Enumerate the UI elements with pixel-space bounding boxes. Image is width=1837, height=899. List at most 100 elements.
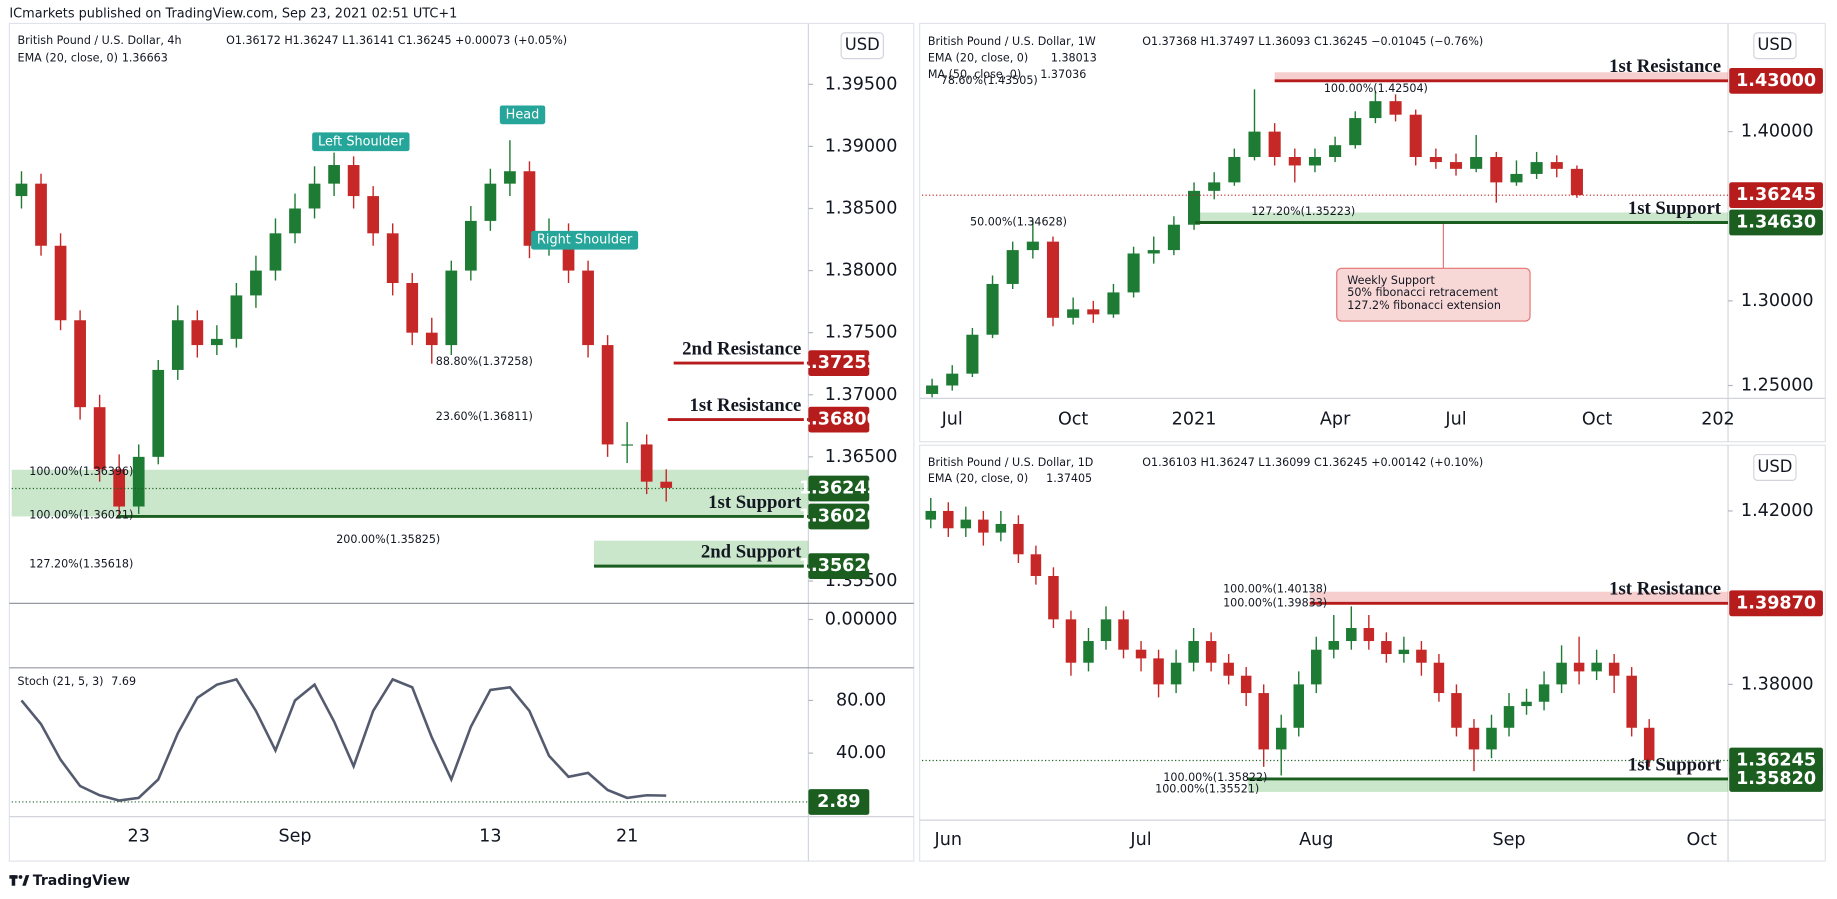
level-name: 1st Support [1628,754,1722,775]
candle-body [640,444,653,482]
candle-body [210,338,223,346]
candle-body [1153,658,1164,685]
price-box-label: 1.36020 [799,506,879,526]
y-tick-label: 1.38000 [825,261,898,281]
y-tick-label: 1.42000 [1741,501,1814,521]
note-box [1336,267,1531,322]
x-tick-label: Aug [1299,830,1333,850]
candle-body [1087,309,1100,315]
candle-body [347,165,360,197]
candle-body [943,510,954,529]
price-box [808,350,870,376]
candle-body [1573,662,1585,672]
price-box-label: 1.37255 [799,353,879,373]
candle-body [1570,168,1583,196]
x-tick-label: Jun [934,830,962,850]
candle-body [562,233,575,271]
candle-body [1006,250,1019,284]
footer-brand: TradingView [33,873,130,889]
candle-body [1026,241,1039,251]
panel-frame [8,22,915,862]
panel-title: British Pound / U.S. Dollar, 1W [928,35,1096,48]
currency-label: USD [1757,35,1792,54]
currency-box [1753,32,1797,60]
y-tick-label: 1.39500 [825,74,898,94]
candle-body [250,270,262,296]
indicator-name: EMA (20, close, 0) [928,472,1028,485]
y-tick-label: 1.37000 [825,385,898,405]
level-name: 1st Resistance [1609,579,1721,600]
annotation: 127.2% fibonacci extension [1347,299,1501,312]
y-tick-label: 1.37500 [825,323,898,343]
candle-body [1490,157,1503,183]
candle-body [1369,101,1382,119]
candle-body [1013,523,1024,555]
price-box-label: 1.43000 [1736,71,1816,91]
candle-body [1167,224,1180,251]
candle-body [132,456,145,507]
candle-body [660,481,673,488]
x-tick-label: Jul [1444,409,1466,429]
price-box-label: 1.36800 [799,410,879,430]
candle-body [1046,241,1060,318]
candle-body [1205,641,1217,663]
candle-body [995,523,1007,533]
zone [1274,72,1729,81]
pattern-badge [531,230,639,250]
price-box-label: 1.35620 [799,556,879,576]
candle-body [1591,662,1602,672]
candle-body [1470,157,1483,169]
ohlc-readout: O1.37368 H1.37497 L1.36093 C1.36245 −0.0… [1142,35,1483,48]
candle-body [1346,628,1357,642]
x-tick-label: 21 [616,827,638,847]
pattern-label: Head [506,107,540,122]
indicator-value: 1.38013 [1051,52,1097,65]
price-box [808,475,870,502]
candle-body [1308,157,1321,166]
annotation: 100.00%(1.40138) [1223,582,1327,595]
candle-body [1449,162,1463,169]
candle-body [1608,662,1620,676]
candle-body [1288,157,1301,166]
ohlc-readout: O1.36103 H1.36247 L1.36099 C1.36245 +0.0… [1142,456,1483,469]
price-box-label: 1.36245 [799,479,879,499]
candle-body [1228,157,1241,183]
candle-body [1486,727,1497,750]
y-tick-label: 40.00 [836,743,886,763]
price-box [1729,209,1823,236]
candle-body [1311,649,1322,685]
annotation: Weekly Support [1347,274,1435,287]
candle-body [1503,706,1515,728]
price-box [1729,67,1823,94]
x-tick-label: 2021 [1172,409,1217,429]
x-tick-label: Jul [941,409,963,429]
candle-body [1147,250,1160,254]
y-tick-label: 1.39000 [825,136,898,156]
x-tick-label: Oct [1582,409,1612,429]
indicator-value: 1.36663 [122,52,168,65]
x-tick-label: 202 [1701,409,1735,429]
x-tick-label: Sep [1492,830,1525,850]
candle-body [1268,131,1281,158]
candle-body [171,320,184,370]
indicator-name: EMA (20, close, 0) [18,52,118,65]
candle-body [230,295,243,339]
indicator-value: 1.37036 [1040,68,1086,81]
currency-box [840,32,884,60]
pattern-label: Right Shoulder [537,233,633,248]
pattern-label: Left Shoulder [318,134,404,149]
candle-body [269,233,282,271]
candle-body [15,183,28,197]
candle-body [328,165,340,184]
y-tick-label: 1.38500 [825,198,898,218]
candle-body [1293,684,1305,728]
candle-body [289,208,301,234]
annotation: 127.20%(1.35618) [29,558,133,571]
candle-body [1248,131,1261,158]
candle-body [367,196,380,234]
x-tick-label: Jul [1129,830,1151,850]
x-tick-label: Sep [278,827,311,847]
candle-body [986,283,999,335]
zone [1309,591,1729,604]
